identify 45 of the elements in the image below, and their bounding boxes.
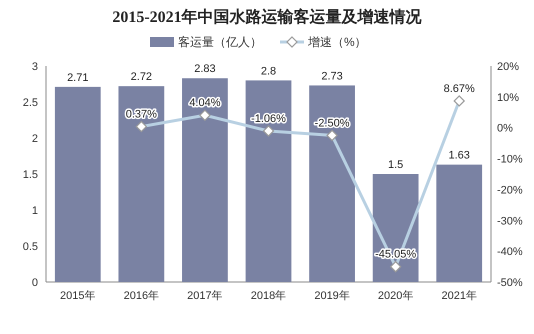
y-tick-label: 0 — [32, 277, 38, 289]
y-tick-label: 3 — [32, 61, 38, 73]
legend-增速（%）: 增速（%） — [280, 35, 367, 49]
y2-tick-label: 20% — [497, 61, 520, 73]
y2-tick-label: 0% — [497, 122, 514, 135]
data-label: 2.73 — [321, 70, 343, 82]
bar — [309, 85, 355, 282]
bar — [246, 80, 292, 282]
data-label: -2.50% — [314, 117, 350, 130]
x-tick-label: 2020年 — [378, 290, 414, 302]
y2-tick-label: -20% — [497, 184, 523, 196]
y2-tick-label: 10% — [497, 92, 520, 104]
x-tick-label: 2017年 — [187, 290, 223, 302]
y-tick-label: 0.5 — [22, 241, 38, 253]
y-tick-label: 1.5 — [22, 169, 38, 181]
y2-tick-label: -30% — [497, 215, 523, 228]
y-tick-label: 2.5 — [22, 97, 38, 109]
data-label: 2.72 — [130, 71, 152, 84]
legend-label: 增速（%） — [307, 35, 367, 49]
y-tick-label: 2 — [32, 133, 38, 145]
data-label: 4.04% — [189, 97, 221, 110]
data-label: 1.5 — [388, 159, 404, 171]
x-tick-label: 2015年 — [60, 290, 96, 302]
y2-tick-label: -10% — [497, 154, 523, 166]
x-tick-label: 2021年 — [441, 290, 477, 302]
bar — [118, 86, 164, 282]
data-label: 2.83 — [194, 63, 216, 76]
y2-tick-label: -50% — [497, 277, 523, 289]
y2-tick-label: -40% — [497, 246, 523, 258]
chart-title: 2015-2021年中国水路运输客运量及增速情况 — [112, 7, 423, 26]
bar — [436, 164, 482, 282]
data-label: 1.63 — [448, 150, 470, 162]
legend-客运量（亿人）: 客运量（亿人） — [150, 35, 262, 49]
legend-label: 客运量（亿人） — [178, 35, 262, 49]
data-label: 0.37% — [126, 108, 158, 121]
data-label: 2.8 — [260, 65, 276, 78]
bar — [54, 86, 101, 282]
x-tick-label: 2019年 — [314, 290, 350, 302]
x-tick-label: 2018年 — [250, 290, 286, 302]
data-label: -1.06% — [251, 112, 286, 125]
bar — [182, 78, 228, 282]
y-tick-label: 1 — [32, 205, 38, 217]
data-label: 8.67% — [444, 82, 476, 95]
x-tick-label: 2016年 — [124, 290, 160, 302]
data-label: 2.71 — [67, 72, 88, 84]
